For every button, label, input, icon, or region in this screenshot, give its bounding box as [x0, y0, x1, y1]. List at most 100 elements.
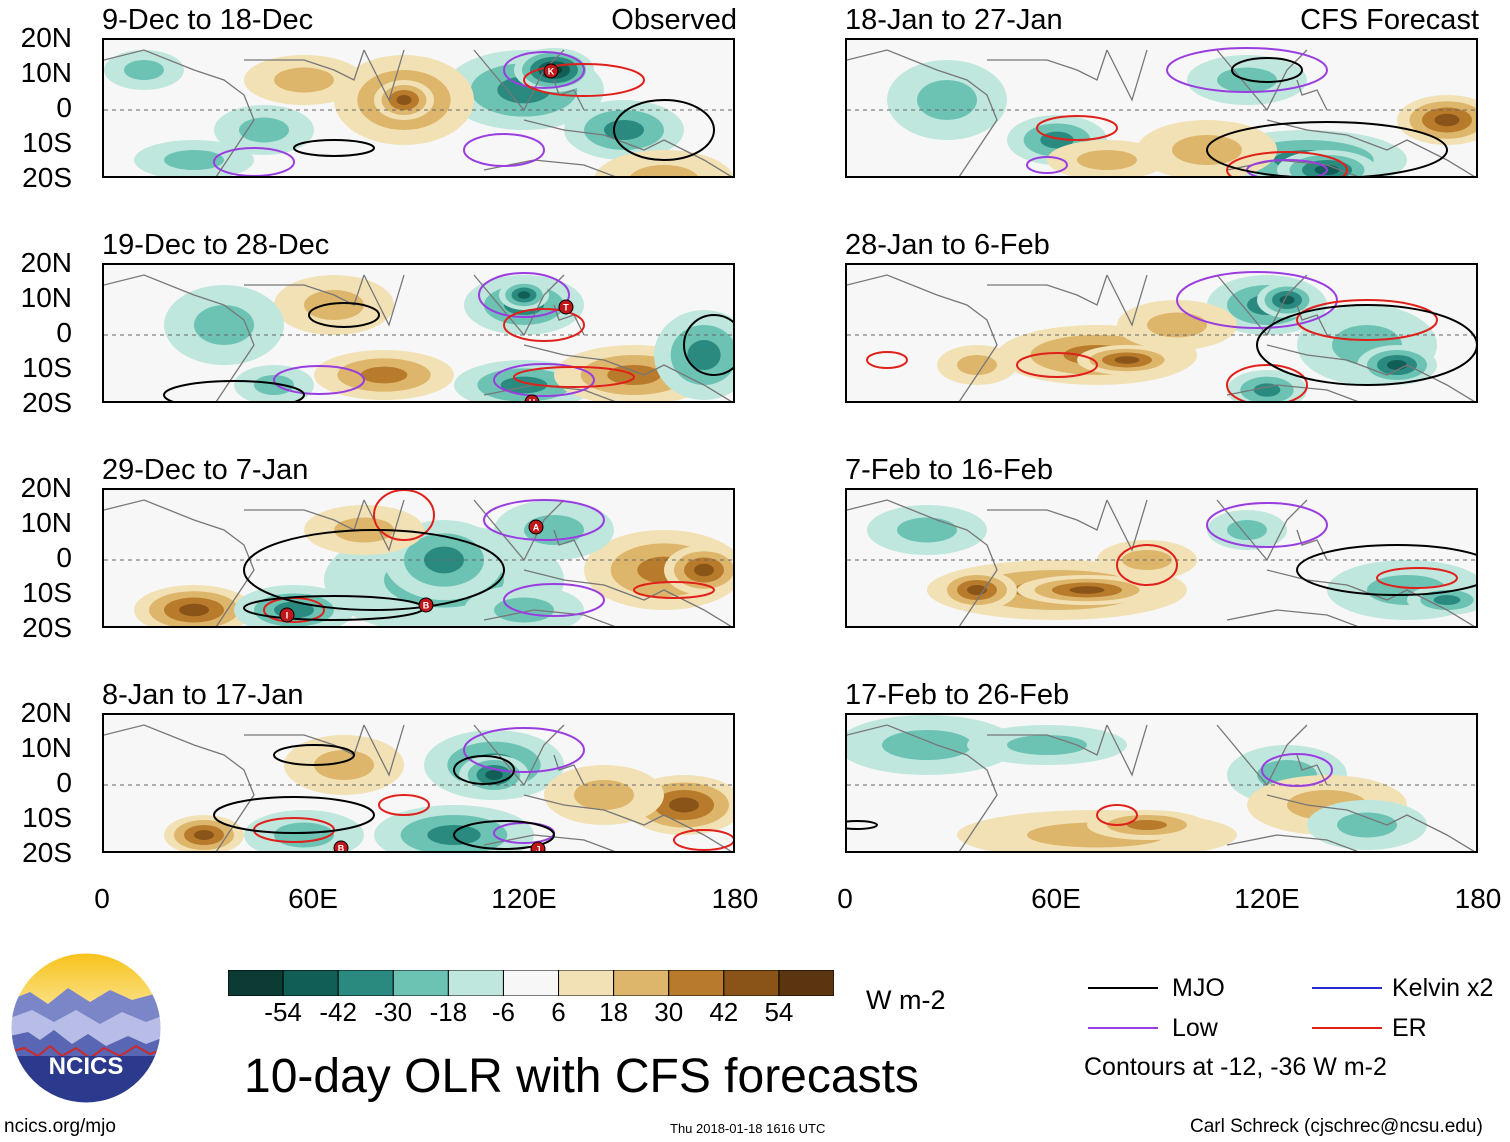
- footer-timestamp: Thu 2018-01-18 1616 UTC: [670, 1121, 826, 1136]
- olr-anomaly-blob: [396, 95, 412, 105]
- contour-line: [213, 796, 375, 834]
- coastline: [1296, 529, 1328, 561]
- olr-anomaly-blob: [1114, 356, 1140, 364]
- lat-label: 20S: [22, 612, 72, 643]
- olr-anomaly-blob: [239, 117, 289, 143]
- figure-title: 10-day OLR with CFS forecasts: [244, 1050, 919, 1103]
- lat-label: 20N: [20, 22, 72, 53]
- contour-line: [513, 366, 635, 388]
- coastline: [523, 794, 732, 851]
- lat-label: 20N: [20, 247, 72, 278]
- map-panel-forecast-1: [845, 38, 1478, 178]
- contour-line: [1226, 151, 1348, 176]
- storm-marker-letter: H: [529, 398, 536, 404]
- lon-label-right-60e: 60E: [1031, 883, 1081, 914]
- olr-anomaly-blob: [485, 770, 503, 780]
- olr-anomaly-blob: [1147, 312, 1207, 338]
- footer-url[interactable]: ncics.org/mjo: [4, 1116, 116, 1137]
- lat-label: 10S: [22, 577, 72, 608]
- coastline: [1266, 119, 1475, 176]
- lat-label: 0: [56, 92, 72, 123]
- contour-line: [308, 302, 380, 328]
- map-panel-forecast-2: [845, 263, 1478, 403]
- lat-label: 20S: [22, 837, 72, 868]
- contours-note: Contours at -12, -36 W m-2: [1084, 1053, 1387, 1081]
- colorbar-tick: 30: [654, 997, 684, 1027]
- legend-mjo-line: [1088, 987, 1158, 989]
- coastline: [987, 724, 1108, 756]
- coastline: [1266, 344, 1475, 401]
- lat-label: 0: [56, 317, 72, 348]
- storm-marker: A: [528, 519, 544, 535]
- contour-line: [1231, 57, 1303, 83]
- contour-line: [1116, 544, 1178, 586]
- storm-marker-letter: B: [423, 601, 430, 611]
- olr-anomaly-blob: [1387, 360, 1407, 370]
- map-panel-observed-1: K: [102, 38, 735, 178]
- map-panel-forecast-3: [845, 488, 1478, 628]
- map-panel-observed-3: A I B: [102, 488, 735, 628]
- panel-title-left-4: 8-Jan to 17-Jan: [102, 679, 304, 711]
- colorbar-tick: -54: [264, 997, 302, 1027]
- colorbar-tick: -6: [491, 997, 516, 1027]
- contour-line: [1166, 47, 1328, 93]
- storm-marker: J: [530, 841, 546, 854]
- storm-marker: B: [333, 840, 349, 854]
- coastline: [847, 274, 998, 401]
- panel-title-right-1: 18-Jan to 27-Jan: [845, 4, 1063, 36]
- storm-marker-letter: K: [548, 67, 555, 77]
- olr-anomaly-blob: [1253, 383, 1281, 397]
- coastline: [553, 304, 585, 336]
- contour-line: [293, 139, 375, 157]
- olr-anomaly-blob: [574, 780, 634, 810]
- olr-anomaly-blob: [687, 340, 721, 370]
- contour-line: [453, 755, 515, 785]
- olr-anomaly-blob: [882, 730, 972, 760]
- coastline: [363, 499, 405, 552]
- colorbar-swatch: [613, 969, 670, 997]
- coastline: [1106, 274, 1148, 327]
- contour-line: [273, 744, 355, 766]
- colorbar-swatch: [668, 969, 725, 997]
- olr-anomaly-blob: [1127, 820, 1167, 830]
- logo-text: NCICS: [49, 1053, 124, 1080]
- contour-line: [1176, 271, 1338, 329]
- lon-label-right-180: 180: [1454, 883, 1502, 914]
- lon-label-left-60e: 60E: [288, 883, 338, 914]
- contour-line: [1026, 156, 1068, 174]
- coastline: [1106, 499, 1148, 552]
- panel-title-right-4: 17-Feb to 26-Feb: [845, 679, 1070, 711]
- contour-line: [1296, 299, 1438, 341]
- legend-er-label: ER: [1392, 1014, 1427, 1042]
- contour-line: [613, 99, 715, 161]
- lat-label: 10S: [22, 127, 72, 158]
- contour-line: [483, 499, 605, 541]
- lat-label: 20S: [22, 387, 72, 418]
- coastline: [523, 569, 732, 626]
- coastline: [523, 119, 732, 176]
- olr-anomaly-blob: [1337, 812, 1397, 838]
- storm-marker-letter: J: [535, 845, 540, 854]
- storm-marker-letter: B: [338, 844, 345, 854]
- lat-label: 10N: [20, 507, 72, 538]
- olr-anomaly-blob: [194, 305, 254, 345]
- coastline: [244, 724, 365, 756]
- coastline: [553, 754, 585, 786]
- panel-title-left-2: 19-Dec to 28-Dec: [102, 229, 330, 261]
- colorbar-tick: 42: [709, 997, 739, 1027]
- olr-anomaly-blob: [179, 603, 209, 617]
- lat-label: 10N: [20, 57, 72, 88]
- coastline: [987, 499, 1108, 531]
- contour-line: [503, 308, 585, 342]
- storm-marker-letter: I: [286, 611, 289, 621]
- coastline: [104, 724, 255, 851]
- lat-label: 20N: [20, 472, 72, 503]
- contour-line: [378, 794, 430, 816]
- contour-line: [633, 581, 715, 599]
- panel-title-left-1: 9-Dec to 18-Dec: [102, 4, 314, 36]
- olr-anomaly-blob: [274, 67, 334, 93]
- olr-anomaly-blob: [360, 366, 408, 384]
- legend-low-line: [1088, 1027, 1158, 1029]
- storm-marker: T: [558, 299, 574, 315]
